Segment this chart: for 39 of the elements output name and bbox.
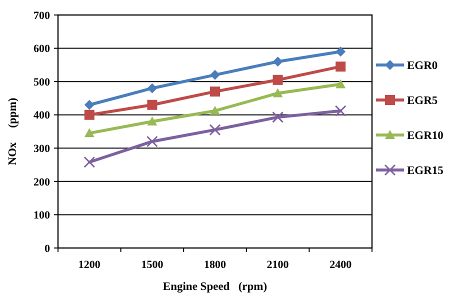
point [146, 136, 158, 148]
y-tick-label: 200 [34, 176, 50, 188]
point [210, 106, 220, 115]
y-tick-label: 100 [34, 210, 50, 222]
y-axis-title: NOx (ppm) [7, 98, 19, 166]
point [84, 128, 94, 138]
point [84, 100, 94, 110]
legend-label: EGR0 [407, 60, 438, 72]
x-tick-label: 1500 [141, 259, 164, 271]
x-axis-title: Engine Speed (rpm) [162, 281, 268, 293]
point [272, 56, 283, 67]
point [336, 62, 346, 72]
legend-label: EGR15 [407, 165, 444, 178]
y-tick-label: 0 [44, 242, 50, 255]
point [84, 110, 94, 120]
point [336, 79, 346, 88]
x-tick-label: 1200 [78, 259, 101, 271]
y-tick-label: 300 [34, 142, 50, 155]
point [272, 111, 284, 123]
x-tick-label: 2400 [330, 259, 352, 271]
point [147, 116, 158, 126]
point [210, 70, 220, 80]
y-tick-label: 600 [34, 43, 50, 56]
x-tick-label: 2100 [266, 259, 290, 271]
y-tick-label: 700 [34, 10, 50, 22]
point [272, 88, 283, 98]
point [210, 86, 220, 97]
point [272, 74, 283, 85]
point [147, 100, 158, 110]
y-tick-label: 400 [34, 110, 50, 122]
point [84, 156, 96, 168]
point [336, 46, 346, 57]
point [334, 105, 346, 117]
y-tick-label: 500 [34, 76, 50, 88]
point [209, 124, 221, 136]
legend-label: EGR10 [407, 130, 444, 142]
point [147, 83, 158, 94]
x-tick-label: 1800 [204, 259, 226, 271]
legend-label: EGR5 [407, 95, 438, 108]
